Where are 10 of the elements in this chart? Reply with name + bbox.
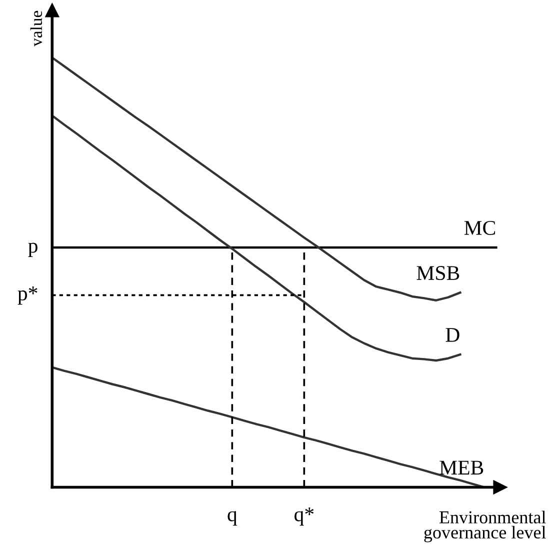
series-label: D [446, 328, 460, 342]
y-axis-title: value [30, 10, 42, 46]
text: p* [18, 286, 38, 305]
x-tick-label: q* [294, 507, 314, 526]
series-label: MC [464, 220, 496, 235]
series-label: MEB [440, 460, 484, 475]
x-tick-label: q [228, 511, 237, 526]
text: p [28, 242, 38, 257]
x-axis-title: Environmental governance level [424, 510, 546, 542]
series-label: MSB [416, 266, 460, 280]
